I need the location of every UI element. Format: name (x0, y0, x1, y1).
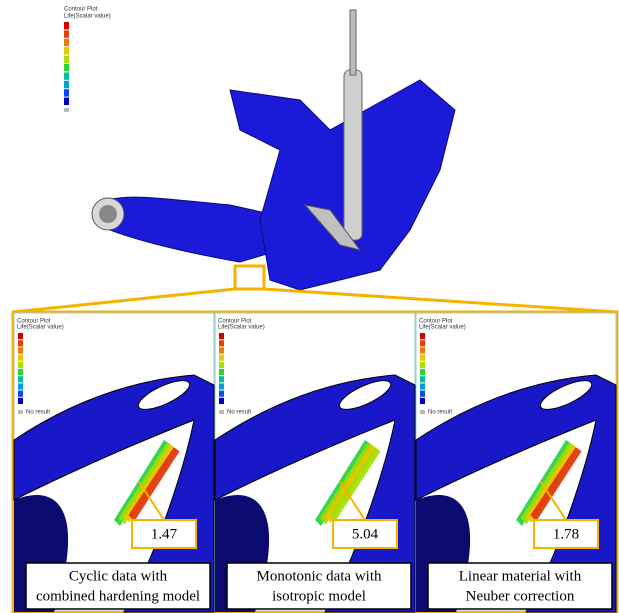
legend-swatch (420, 398, 425, 404)
caption-line: Cyclic data with (69, 568, 168, 584)
caption-line: Monotonic data with (257, 568, 382, 584)
legend-swatch (18, 398, 23, 404)
legend-swatch (18, 347, 23, 353)
caption-line: isotropic model (272, 588, 366, 604)
legend-swatch (420, 383, 425, 389)
legend-swatch (64, 81, 69, 88)
legend-swatch (64, 39, 69, 46)
subframe (230, 80, 455, 290)
legend-no-result (18, 410, 23, 414)
legend-swatch (219, 355, 224, 361)
legend-swatch (64, 64, 69, 71)
legend-subtitle: Life(Scalar value) (419, 325, 466, 331)
legend-subtitle: Life(Scalar value) (64, 14, 111, 20)
legend-swatch (18, 340, 23, 346)
legend-subtitle: Life(Scalar value) (17, 325, 64, 331)
legend-swatch (64, 98, 69, 105)
legend-no-result (219, 410, 224, 414)
legend-swatch (18, 355, 23, 361)
legend-swatch (219, 347, 224, 353)
legend-swatch (18, 369, 23, 375)
shock-body (344, 70, 362, 240)
zoom-line (13, 289, 235, 312)
no-result: No result (26, 410, 50, 416)
legend-swatch (420, 340, 425, 346)
overview-model: Contour Plot Life(Scalar value) (13, 7, 617, 312)
zoom-line (264, 289, 617, 312)
callout-value: 1.78 (553, 526, 579, 542)
legend-swatch (420, 391, 425, 397)
legend-swatch (18, 333, 23, 339)
legend-swatch (64, 72, 69, 79)
legend-swatch (64, 56, 69, 63)
shock-rod (350, 10, 356, 75)
legend-swatch (219, 333, 224, 339)
legend-swatch (18, 383, 23, 389)
legend-swatch (420, 333, 425, 339)
legend-swatch (219, 391, 224, 397)
no-result: No result (428, 410, 452, 416)
figure: Contour Plot Life(Scalar value) Contour … (0, 0, 619, 613)
legend-swatch (420, 376, 425, 382)
zoom-box (235, 266, 264, 289)
legend-swatch (64, 47, 69, 54)
caption-line: Linear material with (459, 568, 582, 584)
legend-swatch (219, 376, 224, 382)
legend-swatch (64, 30, 69, 37)
legend-swatch (219, 369, 224, 375)
bushing-hole (99, 205, 117, 223)
caption-line: combined hardening model (36, 588, 200, 604)
callout-value: 1.47 (151, 526, 178, 542)
no-result: No result (227, 410, 251, 416)
legend-swatch (219, 340, 224, 346)
legend-no-result (420, 410, 425, 414)
legend-swatch (18, 391, 23, 397)
legend-swatch (219, 383, 224, 389)
legend-title: Contour Plot (64, 7, 98, 13)
legend-swatch (420, 362, 425, 368)
legend-swatch (420, 347, 425, 353)
figure-canvas: Contour Plot Life(Scalar value) Contour … (0, 0, 619, 613)
legend-swatch (18, 362, 23, 368)
legend-swatch (18, 376, 23, 382)
legend-subtitle: Life(Scalar value) (218, 325, 265, 331)
legend-swatch (420, 369, 425, 375)
legend-swatch (219, 362, 224, 368)
overview-legend: Contour Plot Life(Scalar value) (64, 7, 111, 20)
legend-swatch (64, 89, 69, 96)
legend-swatch (64, 22, 69, 29)
legend-no-result (64, 108, 69, 112)
legend-swatch (219, 398, 224, 404)
legend-swatch (420, 355, 425, 361)
caption-line: Neuber correction (466, 588, 575, 604)
callout-value: 5.04 (352, 526, 379, 542)
